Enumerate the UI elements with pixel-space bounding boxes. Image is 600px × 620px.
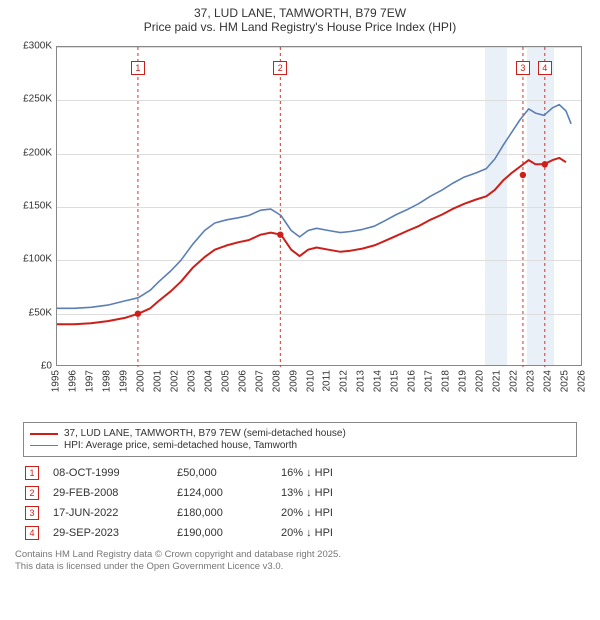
plot-area: 1 2 34 xyxy=(56,46,582,366)
sales-row-price: £124,000 xyxy=(177,487,267,499)
y-tick-label: £50K xyxy=(8,307,52,318)
x-tick-label: 2014 xyxy=(373,370,384,392)
chart-container: 1 2 34 £0 £50K £100K £150K £200K £250K £300K 1995… xyxy=(10,40,590,420)
x-tick-label: 2018 xyxy=(441,370,452,392)
x-tick-label: 2009 xyxy=(288,370,299,392)
title-address: 37, LUD LANE, TAMWORTH, B79 7EW xyxy=(10,6,590,20)
y-tick-label: £100K xyxy=(8,254,52,265)
footer-line1: Contains HM Land Registry data © Crown c… xyxy=(15,549,585,561)
sale-dot xyxy=(542,161,548,167)
sales-row-date: 17-JUN-2022 xyxy=(53,507,163,519)
sales-row-marker: 3 xyxy=(25,506,39,520)
x-tick-label: 2024 xyxy=(543,370,554,392)
x-tick-label: 2011 xyxy=(322,370,333,392)
sales-row-date: 08-OCT-1999 xyxy=(53,467,163,479)
sales-row: 3 17-JUN-2022 £180,000 20% ↓ HPI xyxy=(23,503,577,523)
x-tick-label: 2019 xyxy=(458,370,469,392)
x-tick-label: 2005 xyxy=(220,370,231,392)
legend-box: 37, LUD LANE, TAMWORTH, B79 7EW (semi-de… xyxy=(23,422,577,457)
y-tick-label: £0 xyxy=(8,361,52,372)
x-tick-label: 2023 xyxy=(526,370,537,392)
x-tick-label: 2021 xyxy=(492,370,503,392)
sale-dot xyxy=(135,311,141,317)
x-tick-label: 1995 xyxy=(51,370,62,392)
sales-row-marker: 2 xyxy=(25,486,39,500)
y-tick-label: £150K xyxy=(8,201,52,212)
data-source-footer: Contains HM Land Registry data © Crown c… xyxy=(15,549,585,574)
x-tick-label: 1996 xyxy=(67,370,78,392)
x-tick-label: 2016 xyxy=(407,370,418,392)
x-tick-label: 1997 xyxy=(84,370,95,392)
sale-marker-box: 1 xyxy=(131,61,145,75)
sales-row: 2 29-FEB-2008 £124,000 13% ↓ HPI xyxy=(23,483,577,503)
legend-swatch xyxy=(30,433,58,435)
y-tick-label: £300K xyxy=(8,41,52,52)
sales-row-date: 29-SEP-2023 xyxy=(53,527,163,539)
x-tick-label: 2000 xyxy=(135,370,146,392)
sale-marker-box: 4 xyxy=(538,61,552,75)
sales-row-diff: 16% ↓ HPI xyxy=(281,467,391,479)
chart-svg xyxy=(57,47,583,367)
y-tick-label: £250K xyxy=(8,94,52,105)
footer-line2: This data is licensed under the Open Gov… xyxy=(15,561,585,573)
sales-row: 4 29-SEP-2023 £190,000 20% ↓ HPI xyxy=(23,523,577,543)
sales-row-diff: 20% ↓ HPI xyxy=(281,507,391,519)
sale-dot xyxy=(520,172,526,178)
x-tick-label: 2001 xyxy=(152,370,163,392)
sale-marker-box: 3 xyxy=(516,61,530,75)
sales-row-price: £180,000 xyxy=(177,507,267,519)
x-tick-label: 2026 xyxy=(577,370,588,392)
x-tick-label: 2007 xyxy=(254,370,265,392)
x-tick-label: 2004 xyxy=(203,370,214,392)
title-subtitle: Price paid vs. HM Land Registry's House … xyxy=(10,20,590,34)
x-tick-label: 2017 xyxy=(424,370,435,392)
x-tick-label: 1999 xyxy=(118,370,129,392)
sales-row-price: £190,000 xyxy=(177,527,267,539)
x-tick-label: 2025 xyxy=(560,370,571,392)
sales-row: 1 08-OCT-1999 £50,000 16% ↓ HPI xyxy=(23,463,577,483)
x-tick-label: 2013 xyxy=(356,370,367,392)
x-tick-label: 1998 xyxy=(101,370,112,392)
x-tick-label: 2008 xyxy=(271,370,282,392)
x-tick-label: 2012 xyxy=(339,370,350,392)
x-tick-label: 2022 xyxy=(509,370,520,392)
legend-row: HPI: Average price, semi-detached house,… xyxy=(30,440,570,451)
sales-row-date: 29-FEB-2008 xyxy=(53,487,163,499)
legend-row: 37, LUD LANE, TAMWORTH, B79 7EW (semi-de… xyxy=(30,428,570,439)
y-tick-label: £200K xyxy=(8,147,52,158)
sales-table: 1 08-OCT-1999 £50,000 16% ↓ HPI 2 29-FEB-2008… xyxy=(23,463,577,543)
legend-label: HPI: Average price, semi-detached house,… xyxy=(64,440,297,451)
x-tick-label: 2002 xyxy=(169,370,180,392)
x-tick-label: 2006 xyxy=(237,370,248,392)
x-tick-label: 2015 xyxy=(390,370,401,392)
legend-swatch xyxy=(30,445,58,446)
x-tick-label: 2020 xyxy=(475,370,486,392)
sales-row-diff: 20% ↓ HPI xyxy=(281,527,391,539)
chart-title-block: 37, LUD LANE, TAMWORTH, B79 7EW Price pa… xyxy=(0,0,600,36)
sale-marker-box: 2 xyxy=(273,61,287,75)
sales-row-diff: 13% ↓ HPI xyxy=(281,487,391,499)
legend-label: 37, LUD LANE, TAMWORTH, B79 7EW (semi-de… xyxy=(64,428,346,439)
x-tick-label: 2010 xyxy=(305,370,316,392)
sale-dot xyxy=(277,232,283,238)
sales-row-price: £50,000 xyxy=(177,467,267,479)
sales-row-marker: 1 xyxy=(25,466,39,480)
sales-row-marker: 4 xyxy=(25,526,39,540)
x-tick-label: 2003 xyxy=(186,370,197,392)
series-hpi xyxy=(57,105,571,309)
